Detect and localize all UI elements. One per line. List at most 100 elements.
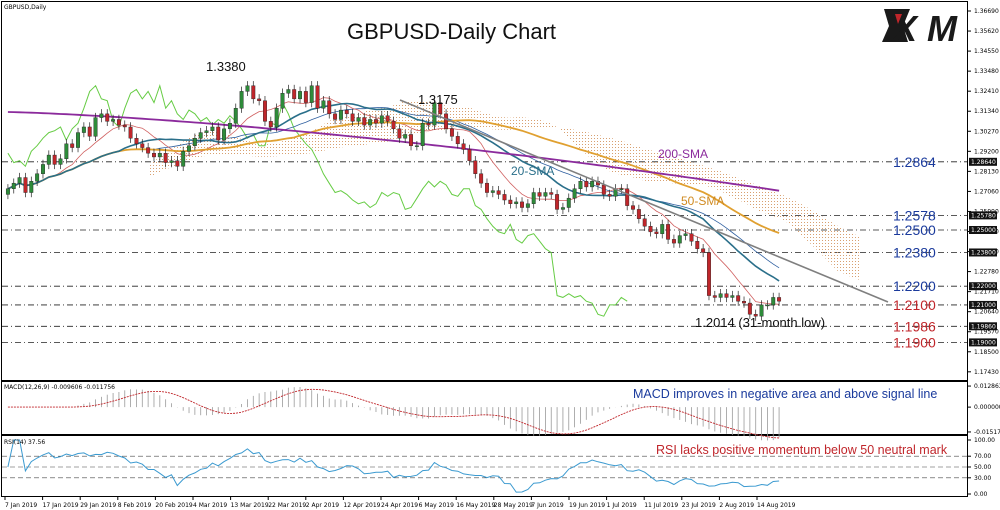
candle: [233, 103, 238, 128]
rsi-tick-label: 100.00: [974, 437, 995, 444]
level-label: 1.2578: [893, 207, 936, 223]
candle: [122, 120, 127, 132]
price-tick-label: 1.27060: [974, 188, 999, 195]
candle: [485, 178, 489, 198]
candle: [298, 86, 302, 104]
candle: [128, 122, 133, 143]
price-tick-label: 1.33480: [974, 68, 999, 75]
date-tick-label: 17 Jan 2019: [43, 502, 79, 509]
level-label: 1.2200: [893, 278, 936, 294]
price-tick-label: 1.29200: [974, 148, 999, 155]
candle: [385, 111, 390, 127]
candle: [426, 118, 431, 130]
sma20-label: 20-SMA: [511, 164, 554, 178]
candle: [315, 81, 320, 113]
candle: [642, 214, 647, 231]
candle: [525, 199, 530, 213]
candle: [292, 84, 297, 104]
candle: [134, 133, 139, 149]
sma200-line: [7, 111, 780, 192]
window-label: GBPUSD,Daily: [4, 4, 47, 11]
candle: [210, 122, 215, 136]
candle: [701, 244, 706, 258]
candle: [251, 81, 256, 104]
candle: [689, 229, 694, 246]
price-panel: [1, 1, 968, 381]
price-marker-label: 1.22000: [971, 283, 996, 290]
candle: [263, 96, 267, 127]
candle: [87, 122, 92, 142]
candle: [368, 114, 373, 130]
candle: [257, 94, 262, 106]
candle: [11, 178, 16, 194]
candle: [81, 122, 86, 138]
price-marker: [969, 157, 997, 166]
candle: [636, 204, 641, 224]
candle: [356, 112, 361, 127]
candle: [338, 105, 343, 125]
trendline: [399, 99, 889, 303]
candle: [280, 88, 285, 113]
candle: [572, 184, 577, 203]
date-tick-label: 6 May 2019: [419, 502, 454, 509]
rsi-tick-label: 70.00: [974, 453, 991, 460]
level-label: 1.2380: [893, 244, 936, 260]
candle: [41, 159, 45, 179]
candle: [613, 184, 618, 201]
candle: [449, 124, 454, 142]
high-2-label: 1.3175: [418, 92, 458, 107]
price-marker-label: 1.28640: [971, 159, 996, 166]
candle: [409, 129, 413, 151]
date-tick-label: 8 Feb 2019: [118, 502, 152, 509]
candle: [286, 84, 291, 98]
chikou-line: [7, 83, 628, 317]
price-marker-label: 1.19000: [971, 339, 996, 346]
rsi-label: RSI(14) 37.56: [4, 439, 45, 446]
price-marker: [969, 338, 997, 347]
sma50-label: 50-SMA: [681, 194, 724, 208]
candle: [157, 148, 162, 162]
candle: [473, 155, 478, 179]
price-tick-label: 1.22780: [974, 269, 999, 276]
candle: [560, 202, 565, 215]
rsi-tick-label: 30.00: [974, 475, 991, 482]
price-tick-label: 1.28130: [974, 168, 999, 175]
candle: [175, 155, 180, 171]
candle: [146, 142, 151, 158]
candle: [724, 289, 729, 303]
price-marker-label: 1.25000: [971, 227, 996, 234]
candlesticks: [5, 81, 782, 321]
candle: [742, 296, 746, 308]
candle: [46, 150, 51, 170]
date-tick-label: 13 Mar 2019: [231, 502, 269, 509]
ichimoku-cloud: [148, 100, 861, 281]
macd-panel: [1, 381, 968, 435]
candle: [303, 86, 308, 108]
price-marker: [969, 300, 997, 309]
price-marker: [969, 322, 997, 331]
candle: [502, 189, 507, 205]
candle: [116, 114, 121, 130]
candle: [198, 127, 203, 143]
candle: [648, 221, 653, 237]
candle: [362, 112, 367, 130]
candle: [152, 148, 156, 162]
candle: [654, 227, 659, 239]
date-tick-label: 4 Mar 2019: [193, 502, 227, 509]
candle: [420, 118, 425, 151]
candle: [245, 81, 250, 97]
price-tick-label: 1.35620: [974, 28, 999, 35]
date-tick-label: 7 Jan 2019: [5, 502, 37, 509]
date-tick-label: 28 May 2019: [494, 502, 533, 509]
candle: [718, 289, 723, 303]
price-tick-label: 1.19570: [974, 329, 999, 336]
xm-logo: XM: [882, 8, 958, 49]
candle: [414, 141, 419, 151]
candle: [391, 116, 396, 134]
macd-annotation: MACD improves in negative area and above…: [633, 387, 937, 401]
price-tick-label: 1.31340: [974, 108, 999, 115]
candle: [17, 172, 22, 188]
candle: [631, 200, 635, 215]
date-tick-label: 24 Apr 2019: [381, 502, 418, 509]
